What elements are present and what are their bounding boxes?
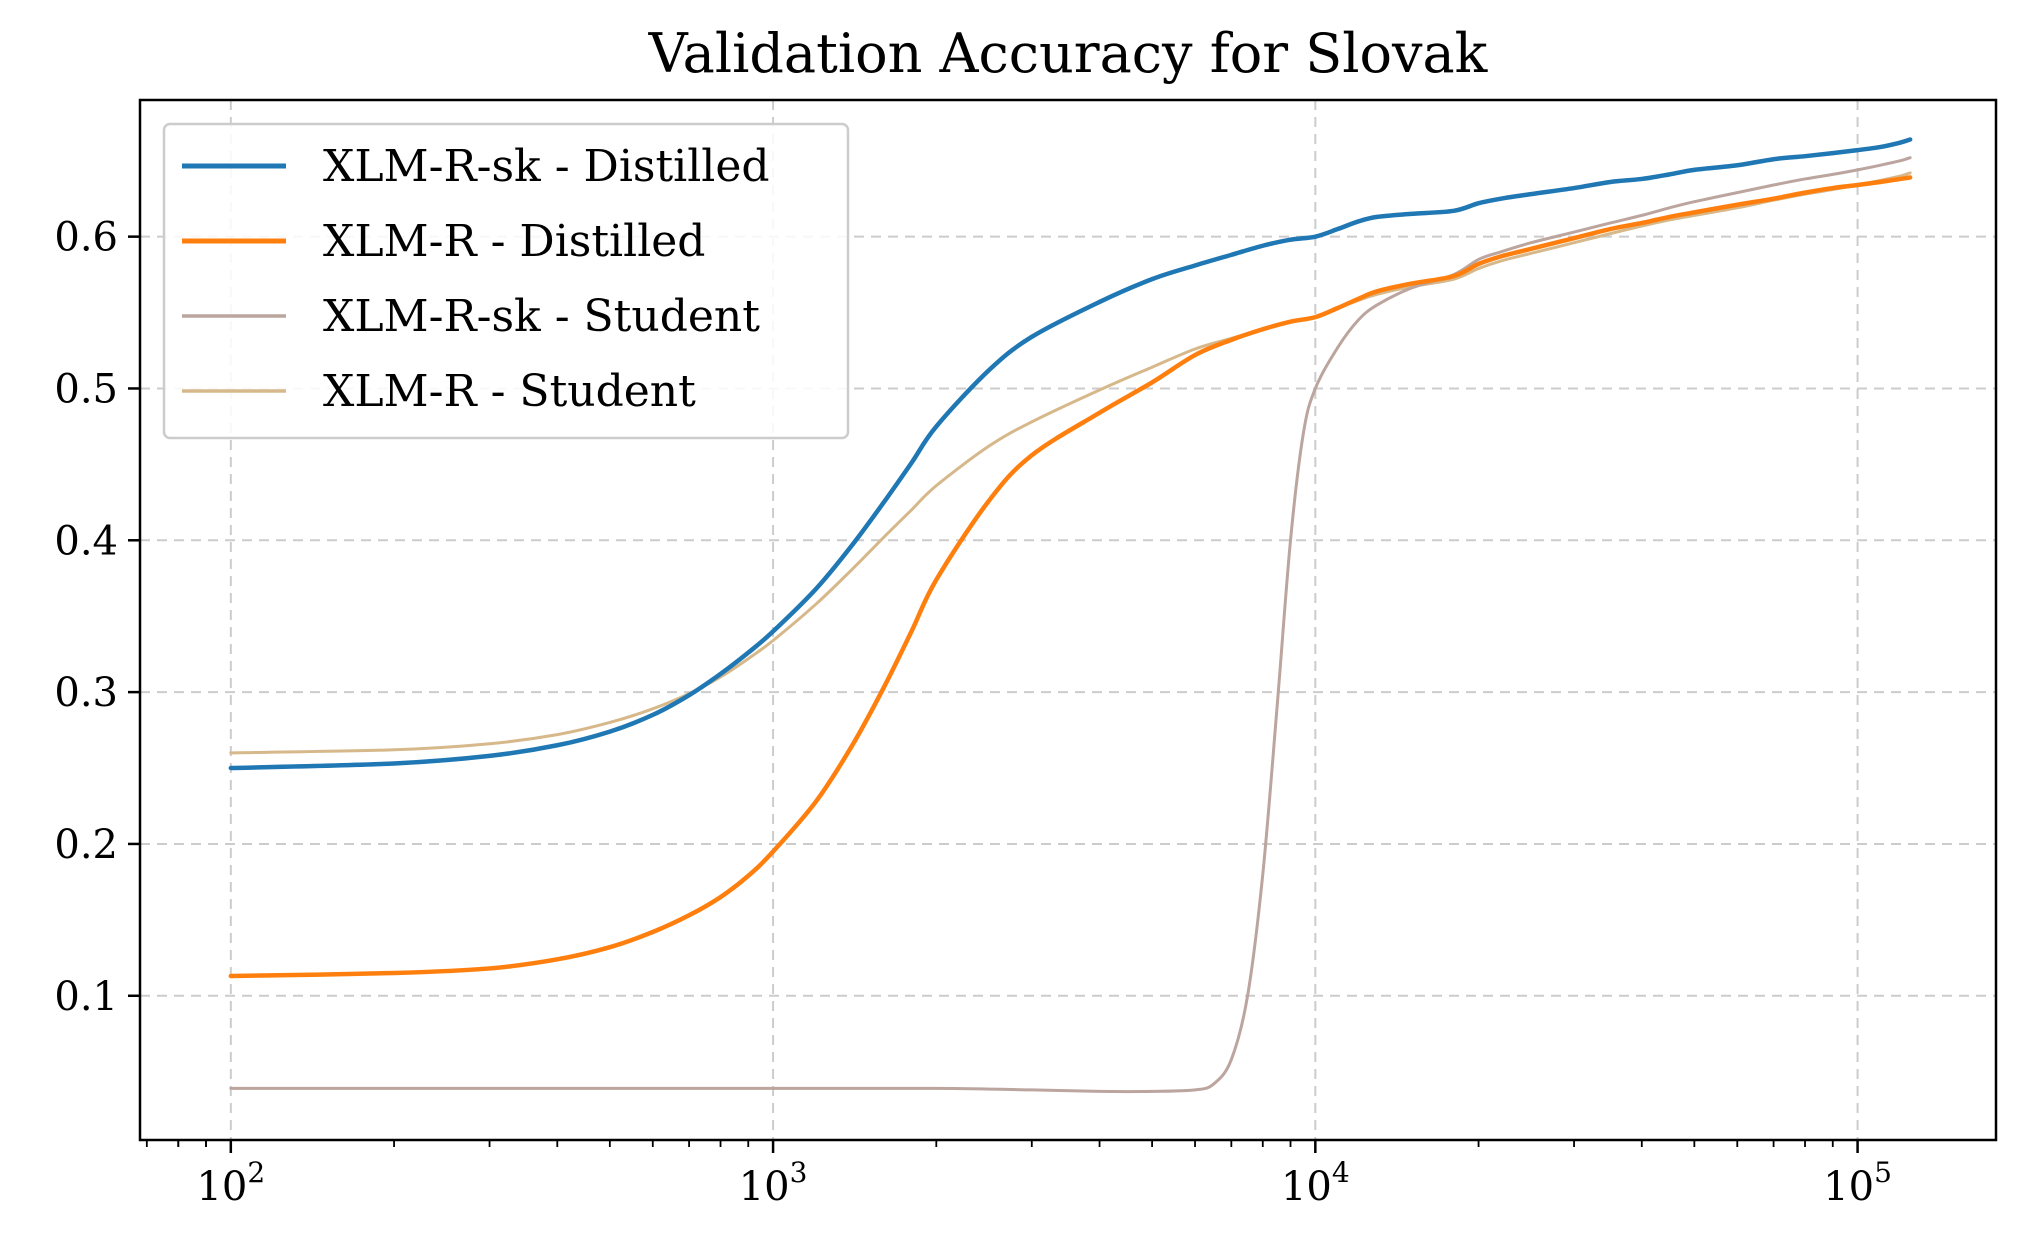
legend-box [162, 122, 850, 440]
x-tick-exponent: 3 [790, 1156, 808, 1189]
legend: XLM-R-sk - Distilled XLM-R - Distilled XLM… [162, 122, 850, 440]
x-tick-label: 102 [196, 1156, 265, 1210]
legend-label: XLM-R-sk - Student [323, 291, 760, 342]
series-layer [228, 137, 1913, 1094]
legend-label: XLM-R - Distilled [323, 216, 705, 267]
x-tick-exponent: 4 [1332, 1156, 1350, 1189]
x-tick-label: 105 [1823, 1156, 1892, 1210]
x-tick-base: 10 [739, 1164, 790, 1210]
x-tick-exponent: 2 [247, 1156, 265, 1189]
y-tick-label: 0.2 [54, 822, 118, 868]
plot-area-frame [138, 98, 1998, 1142]
x-tick-exponent: 5 [1874, 1156, 1892, 1189]
y-tick-label: 0.3 [54, 670, 118, 716]
y-tick-label: 0.4 [54, 518, 118, 564]
x-tick-label: 104 [1281, 1156, 1350, 1210]
x-tick-base: 10 [1823, 1164, 1874, 1210]
y-tick-label: 0.1 [54, 974, 118, 1020]
legend-label: XLM-R-sk - Distilled [323, 141, 770, 192]
series-line-2 [228, 175, 1913, 979]
y-tick-label: 0.6 [54, 215, 118, 261]
x-tick-base: 10 [1281, 1164, 1332, 1210]
legend-label: XLM-R - Student [323, 366, 696, 417]
chart-title: Validation Accuracy for Slovak [648, 22, 1489, 85]
x-tick-base: 10 [196, 1164, 247, 1210]
series-line-1 [228, 137, 1913, 771]
y-tick-label: 0.5 [54, 366, 118, 412]
x-tick-label: 103 [739, 1156, 808, 1210]
series-line-3 [229, 156, 1912, 1094]
